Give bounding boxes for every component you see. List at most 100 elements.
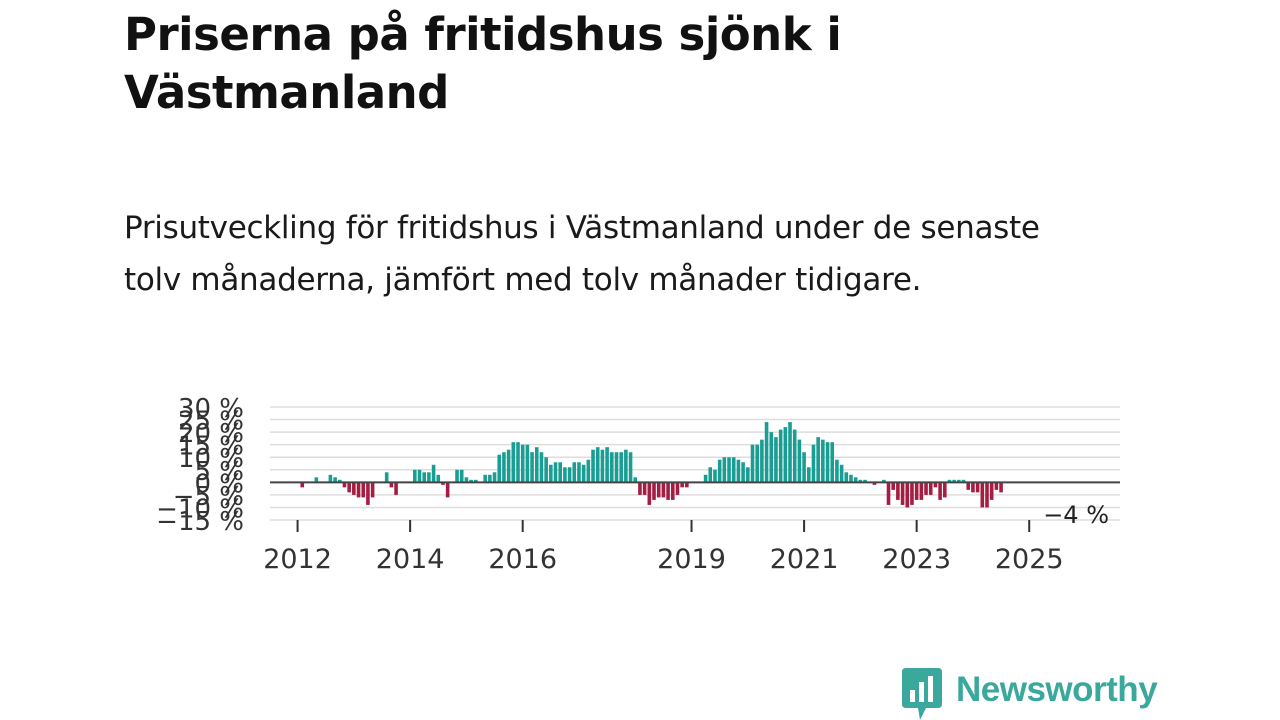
bar xyxy=(610,452,614,483)
x-tick-label: 2012 xyxy=(263,544,332,575)
bar xyxy=(942,482,947,498)
bar xyxy=(413,469,417,483)
bar xyxy=(455,469,459,483)
bar xyxy=(966,482,971,490)
bar xyxy=(661,482,666,498)
bar xyxy=(821,439,825,483)
bar xyxy=(605,447,609,483)
bar xyxy=(896,482,900,500)
brand-name: Newsworthy xyxy=(956,670,1158,709)
bar xyxy=(774,437,778,483)
y-tick-label: 10 % xyxy=(178,444,244,474)
bar xyxy=(886,482,891,505)
bars xyxy=(300,422,1003,508)
bar xyxy=(957,479,961,483)
bar xyxy=(563,467,567,483)
bar xyxy=(586,459,591,483)
bar xyxy=(750,444,755,483)
bar xyxy=(872,482,877,485)
bar xyxy=(919,482,924,500)
chart-title: Priserna på fritidshus sjönk i Västmanla… xyxy=(124,8,842,119)
bar xyxy=(516,442,520,483)
bar xyxy=(792,429,797,483)
bar xyxy=(488,474,492,483)
bar xyxy=(788,422,792,483)
x-tick-label: 2025 xyxy=(995,544,1064,575)
last-value-label: −4 % xyxy=(1043,501,1109,529)
bar xyxy=(384,472,389,483)
bar xyxy=(675,482,680,495)
bar xyxy=(619,452,623,483)
x-tick-label: 2021 xyxy=(770,544,839,575)
bar xyxy=(441,482,445,485)
bar xyxy=(333,477,337,483)
y-tick-label: 20 % xyxy=(178,419,244,449)
bar xyxy=(469,479,473,483)
bar xyxy=(473,479,478,483)
bar xyxy=(445,482,450,498)
bar xyxy=(900,482,905,505)
y-tick-label: −10 % xyxy=(156,494,244,524)
bar xyxy=(680,482,684,488)
bar xyxy=(558,462,563,483)
bar xyxy=(670,482,675,500)
bar xyxy=(938,482,942,500)
x-tick-label: 2023 xyxy=(882,544,951,575)
bar xyxy=(652,482,656,500)
chart-subtitle: Prisutveckling för fritidshus i Västmanl… xyxy=(124,210,1040,298)
bar xyxy=(436,474,441,483)
bar xyxy=(497,454,502,483)
grid-lines xyxy=(270,406,1120,521)
bar xyxy=(581,464,586,483)
bar xyxy=(816,437,820,483)
bar xyxy=(727,457,731,483)
bar xyxy=(980,482,985,508)
y-tick-label: −5 % xyxy=(173,482,244,512)
bar xyxy=(741,462,745,483)
bar xyxy=(633,477,638,483)
bar xyxy=(431,464,436,483)
bar xyxy=(638,482,642,495)
bar xyxy=(328,474,333,483)
y-axis-labels: 30 %25 %20 %15 %10 %5 %0 %−5 %−10 %−15 % xyxy=(156,394,244,537)
bar xyxy=(947,479,952,483)
bar xyxy=(534,447,539,483)
bar xyxy=(708,467,713,483)
bar xyxy=(783,427,788,483)
bar xyxy=(928,482,933,495)
y-tick-label: −15 % xyxy=(156,507,244,537)
x-tick-label: 2014 xyxy=(376,544,445,575)
bar xyxy=(952,479,956,483)
bar xyxy=(882,479,886,483)
x-axis: −4 % 2012 2014 2016 2019 2021 2023 2025 xyxy=(263,481,1120,575)
bar xyxy=(891,482,895,490)
bar xyxy=(553,462,558,483)
bar xyxy=(989,482,994,500)
bar xyxy=(342,482,347,488)
bar xyxy=(656,482,661,498)
bar xyxy=(539,452,544,483)
bar xyxy=(417,469,422,483)
bar xyxy=(347,482,351,493)
bar xyxy=(703,474,708,483)
bar xyxy=(530,452,534,483)
bar xyxy=(736,459,741,483)
bar xyxy=(933,482,938,488)
bar xyxy=(863,479,867,483)
y-tick-label: 15 % xyxy=(178,432,244,462)
bar xyxy=(811,444,816,483)
bar xyxy=(337,479,342,483)
newsworthy-logo-icon xyxy=(902,668,942,720)
bar xyxy=(464,477,469,483)
bar xyxy=(835,459,839,483)
bar xyxy=(389,482,394,488)
bar xyxy=(961,479,966,483)
bar xyxy=(567,467,572,483)
bar xyxy=(511,442,516,483)
bar xyxy=(722,457,727,483)
bar xyxy=(717,459,722,483)
bar xyxy=(300,482,305,488)
bar xyxy=(525,444,530,483)
bar xyxy=(755,444,759,483)
bar xyxy=(985,482,989,508)
